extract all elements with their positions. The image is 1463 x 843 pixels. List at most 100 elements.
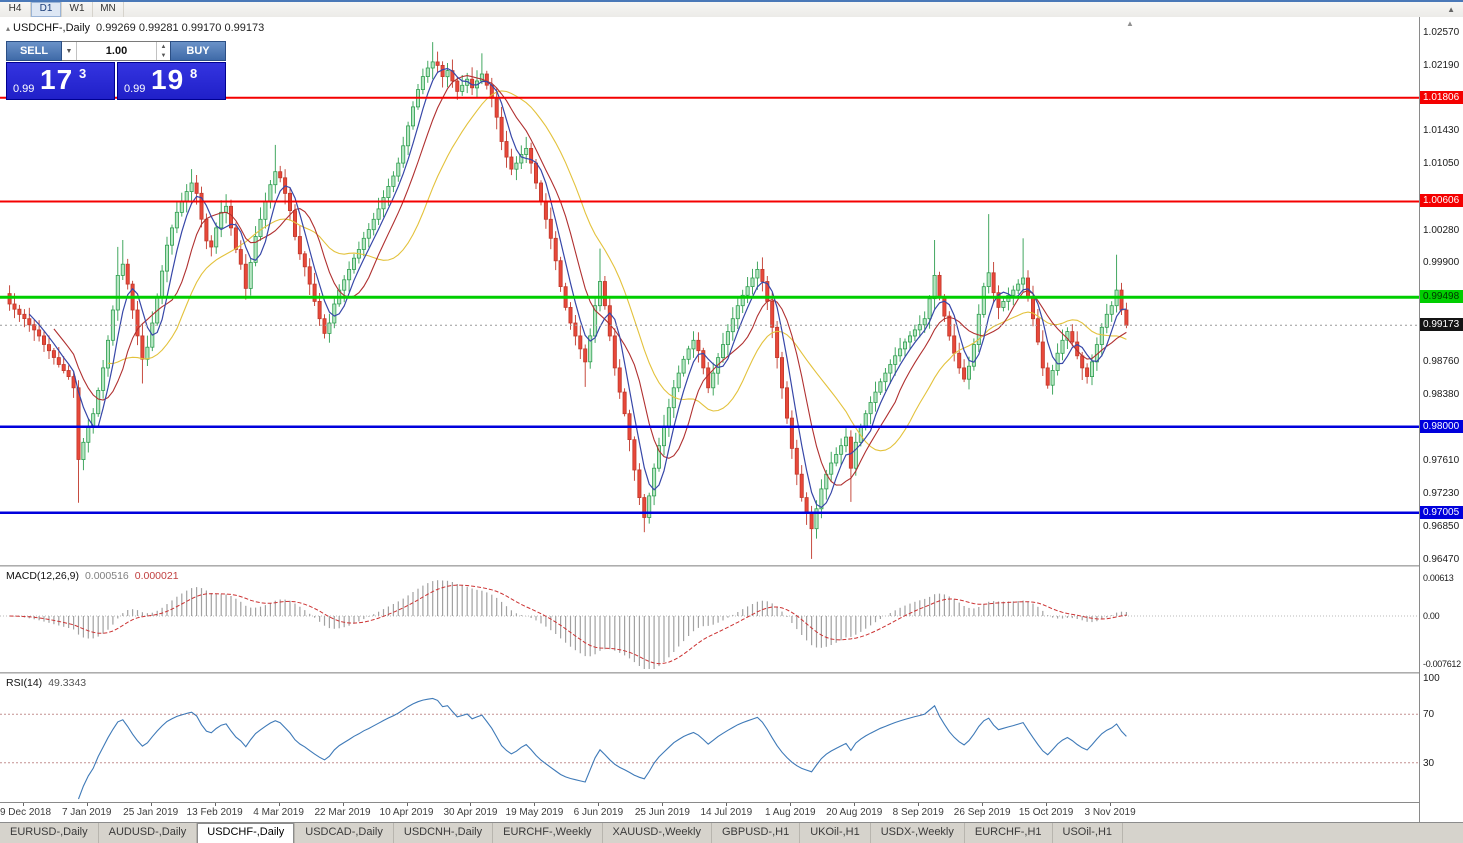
chart-tab[interactable]: EURUSD-,Daily — [0, 823, 99, 843]
rsi-axis-tick: 70 — [1423, 709, 1435, 720]
chart-tab[interactable]: USDCHF-,Daily — [197, 823, 296, 843]
rsi-panel[interactable]: RSI(14) 49.3343 — [0, 674, 1419, 802]
date-label: 6 Jun 2019 — [573, 807, 624, 818]
price-tick: 1.01050 — [1423, 158, 1460, 169]
chart-tab[interactable]: AUDUSD-,Daily — [99, 823, 198, 843]
date-label: 13 Feb 2019 — [186, 807, 243, 818]
chart-tab[interactable]: USOil-,H1 — [1053, 823, 1124, 843]
price-tick: 1.02570 — [1423, 27, 1460, 38]
macd-panel[interactable]: MACD(12,26,9) 0.000516 0.000021 — [0, 567, 1419, 672]
volume-stepper[interactable]: ▲ ▼ — [156, 42, 170, 60]
macd-axis-tick: 0.00613 — [1423, 573, 1454, 583]
chart-tab[interactable]: GBPUSD-,H1 — [712, 823, 801, 843]
chart-tab-bar: EURUSD-,Daily AUDUSD-,Daily USDCHF-,Daily U… — [0, 822, 1463, 843]
macd-chart — [0, 567, 1419, 672]
timeframe-button-mn[interactable]: MN — [93, 2, 124, 17]
date-label: 10 Apr 2019 — [379, 807, 434, 818]
ask-price-prefix: 0.99 — [124, 83, 146, 95]
rsi-value: 49.3343 — [48, 677, 87, 689]
ask-price-big: 19 — [151, 64, 185, 95]
level-price-badge: 0.99498 — [1420, 290, 1463, 303]
level-price-badge: 0.98000 — [1420, 420, 1463, 433]
buy-button[interactable]: BUY — [170, 41, 226, 61]
horizontal-level-lines[interactable] — [0, 96, 1419, 514]
price-chart-panel[interactable]: ▴ USDCHF-,Daily 0.99269 0.99281 0.99170 0.… — [0, 17, 1419, 565]
timeframe-button-d1[interactable]: D1 — [31, 2, 62, 17]
window-top-edge — [0, 0, 1463, 2]
bid-price-big: 17 — [40, 64, 74, 95]
rsi-axis-tick: 100 — [1423, 673, 1440, 684]
chart-tab[interactable]: USDCNH-,Daily — [394, 823, 494, 843]
collapse-arrow-icon[interactable]: ▴ — [6, 24, 11, 33]
timeframe-toolbar: H4 D1 W1 MN ▲ — [0, 2, 1463, 18]
date-label: 15 Oct 2019 — [1018, 807, 1074, 818]
ask-price-pipette: 8 — [190, 66, 198, 81]
date-label: 19 Dec 2018 — [0, 807, 52, 818]
time-axis[interactable]: 19 Dec 2018 7 Jan 2019 25 Jan 2019 13 Feb 2… — [0, 802, 1419, 823]
price-tick: 0.98760 — [1423, 356, 1460, 367]
date-label: 14 Jul 2019 — [700, 807, 753, 818]
price-tick: 0.97230 — [1423, 488, 1460, 499]
plot-column: ▴ USDCHF-,Daily 0.99269 0.99281 0.99170 0.… — [0, 17, 1419, 823]
price-tick: 1.00280 — [1423, 225, 1460, 236]
price-tick: 0.96850 — [1423, 521, 1460, 532]
chart-shift-marker-icon[interactable]: ▲ — [1126, 19, 1134, 28]
chart-tab[interactable]: USDCAD-,Daily — [295, 823, 394, 843]
level-price-badge: 0.97005 — [1420, 506, 1463, 519]
bid-price-pipette: 3 — [79, 66, 87, 81]
volume-dropdown-icon[interactable]: ▼ — [62, 42, 77, 60]
chart-window: ▴ USDCHF-,Daily 0.99269 0.99281 0.99170 0.… — [0, 17, 1463, 823]
timeframe-button-w1[interactable]: W1 — [62, 2, 93, 17]
volume-value[interactable]: 1.00 — [105, 45, 128, 57]
macd-main-value: 0.000516 — [84, 570, 129, 582]
ask-price-box[interactable]: 0.99 19 8 — [117, 62, 226, 100]
volume-control[interactable]: ▼ 1.00 ▲ ▼ — [62, 41, 170, 61]
rsi-line — [0, 697, 1419, 800]
macd-histogram — [0, 580, 1419, 669]
macd-name: MACD(12,26,9) — [6, 570, 79, 582]
date-label: 8 Sep 2019 — [892, 807, 944, 818]
volume-up-icon[interactable]: ▲ — [160, 43, 167, 50]
date-label: 26 Sep 2019 — [953, 807, 1011, 818]
rsi-name: RSI(14) — [6, 677, 43, 689]
chart-tab[interactable]: USDX-,Weekly — [871, 823, 965, 843]
rsi-chart — [0, 674, 1419, 802]
rsi-axis-tick: 30 — [1423, 758, 1435, 769]
chart-title: ▴ USDCHF-,Daily 0.99269 0.99281 0.99170 0.… — [6, 22, 264, 34]
moving-averages — [28, 67, 1127, 509]
chart-tab[interactable]: EURCHF-,H1 — [965, 823, 1053, 843]
macd-label: MACD(12,26,9) 0.000516 0.000021 — [6, 570, 179, 582]
level-price-badge: 1.01806 — [1420, 91, 1463, 104]
date-label: 30 Apr 2019 — [443, 807, 498, 818]
price-tick: 1.01430 — [1423, 125, 1460, 136]
macd-axis-tick: 0.00 — [1423, 611, 1440, 621]
volume-down-icon[interactable]: ▼ — [160, 52, 167, 59]
candlestick-chart[interactable] — [0, 17, 1419, 565]
date-label: 25 Jun 2019 — [634, 807, 690, 818]
one-click-trade-panel: SELL ▼ 1.00 ▲ ▼ BUY 0.99 17 3 — [6, 41, 226, 100]
macd-axis-tick: -0.007612 — [1423, 659, 1461, 669]
date-label: 19 May 2019 — [505, 807, 564, 818]
price-axis[interactable]: 1.02570 1.02190 1.01430 1.01050 1.00280 0.999… — [1419, 17, 1463, 822]
date-label: 25 Jan 2019 — [123, 807, 179, 818]
level-price-badge: 1.00606 — [1420, 194, 1463, 207]
bid-price-prefix: 0.99 — [13, 83, 35, 95]
date-label: 3 Nov 2019 — [1084, 807, 1136, 818]
chart-tab[interactable]: EURCHF-,Weekly — [493, 823, 603, 843]
price-tick: 0.98380 — [1423, 389, 1460, 400]
bid-price-box[interactable]: 0.99 17 3 — [6, 62, 115, 100]
panel-splitter[interactable] — [0, 565, 1419, 567]
panel-splitter[interactable] — [0, 672, 1419, 674]
candles — [7, 42, 1129, 559]
date-label: 4 Mar 2019 — [253, 807, 304, 818]
chart-tab[interactable]: UKOil-,H1 — [800, 823, 871, 843]
date-label: 1 Aug 2019 — [764, 807, 816, 818]
timeframe-button-h4[interactable]: H4 — [0, 2, 31, 17]
chart-tab[interactable]: XAUUSD-,Weekly — [603, 823, 712, 843]
chart-title-ohlc: 0.99269 0.99281 0.99170 0.99173 — [96, 22, 265, 34]
toolbar-arrow-icon[interactable]: ▲ — [1447, 5, 1455, 14]
price-tick: 0.96470 — [1423, 554, 1460, 565]
current-price-badge: 0.99173 — [1420, 318, 1463, 331]
sell-button[interactable]: SELL — [6, 41, 62, 61]
